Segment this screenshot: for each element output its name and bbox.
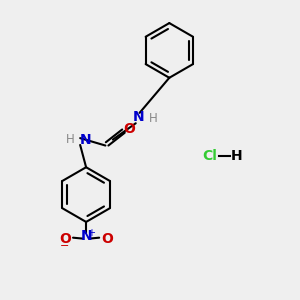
Text: N: N [80, 229, 92, 243]
Text: Cl: Cl [202, 149, 217, 163]
Text: N: N [80, 133, 92, 147]
Text: H: H [66, 133, 75, 146]
Text: O: O [102, 232, 113, 246]
Text: N: N [132, 110, 144, 124]
Text: −: − [60, 241, 69, 251]
Text: +: + [87, 228, 95, 238]
Text: O: O [59, 232, 70, 246]
Text: H: H [148, 112, 157, 125]
Text: H: H [230, 149, 242, 163]
Text: O: O [123, 122, 135, 136]
